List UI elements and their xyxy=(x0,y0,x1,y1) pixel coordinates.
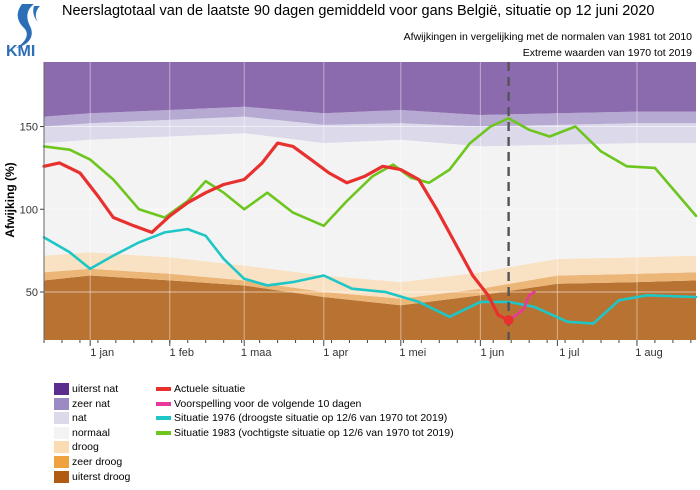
legend-label: uiterst nat xyxy=(72,383,119,395)
legend-label: Situatie 1976 (droogste situatie op 12/6… xyxy=(174,412,448,425)
legend-label: Actuele situatie xyxy=(174,383,246,395)
band-zeer-droog xyxy=(44,268,696,306)
legend-swatch xyxy=(54,397,69,410)
legend-label: zeer nat xyxy=(72,397,110,410)
legend-label: normaal xyxy=(72,426,110,439)
svg-text:KMI: KMI xyxy=(6,43,35,58)
legend-line-swatch xyxy=(156,387,171,391)
legend-label: Situatie 1983 (vochtigste situatie op 12… xyxy=(174,426,454,439)
legend-swatch xyxy=(54,383,69,395)
kmi-logo: KMI xyxy=(6,4,40,58)
series-layer xyxy=(42,62,698,340)
y-axis-label: Afwijking (%) xyxy=(3,162,17,237)
band-droog xyxy=(44,252,696,299)
legend-swatch xyxy=(54,412,69,425)
x-tick-label: 1 jul xyxy=(559,347,579,359)
y-tick-label: 50 xyxy=(26,287,38,299)
series-line-1 xyxy=(507,290,536,322)
legend-line-swatch xyxy=(156,416,171,421)
grid-layer xyxy=(44,62,696,340)
x-tick-label: 1 apr xyxy=(323,347,348,359)
x-tick-label: 1 mei xyxy=(399,347,426,359)
legend-line-swatch xyxy=(156,401,171,406)
x-tick-label: 1 jun xyxy=(480,347,504,359)
legend-label: uiterst droog xyxy=(72,470,131,483)
band-uiterst-nat xyxy=(44,62,696,117)
band-layer xyxy=(44,62,696,340)
legend-swatch xyxy=(54,470,69,483)
current-value-point xyxy=(503,315,514,326)
band-normaal xyxy=(44,133,696,283)
legend-line-swatch xyxy=(156,430,171,435)
x-tick-label: 1 jan xyxy=(90,347,114,359)
legend-label: Voorspelling voor de volgende 10 dagen xyxy=(174,397,362,410)
chart-title: Neerslagtotaal van de laatste 90 dagen g… xyxy=(62,3,655,19)
legend-swatch xyxy=(54,441,69,454)
chart-subtitle-extremes: Extreme waarden van 1970 tot 2019 xyxy=(522,47,692,59)
legend-label: droog xyxy=(72,441,99,454)
series-line-3 xyxy=(42,117,698,228)
legend-label: nat xyxy=(72,412,87,425)
y-tick-label: 150 xyxy=(20,122,38,134)
legend-label: zeer droog xyxy=(72,456,123,468)
series-line-0 xyxy=(42,141,511,322)
y-tick-label: 100 xyxy=(20,204,38,216)
x-tick-label: 1 aug xyxy=(635,347,663,359)
legend-swatch xyxy=(54,456,69,468)
x-tick-label: 1 feb xyxy=(170,347,194,359)
band-zeer-nat xyxy=(44,106,696,127)
x-tick-label: 1 maa xyxy=(241,347,272,359)
series-line-2 xyxy=(42,227,698,325)
band-nat xyxy=(44,116,696,147)
axis-layer: 50 100 150 1 jan 1 feb 1 maa 1 apr 1 mei 1 jun 1 … xyxy=(20,62,692,359)
chart-subtitle-normals: Afwijkingen in vergelijking met de norma… xyxy=(403,31,692,43)
legend-swatch xyxy=(54,426,69,439)
